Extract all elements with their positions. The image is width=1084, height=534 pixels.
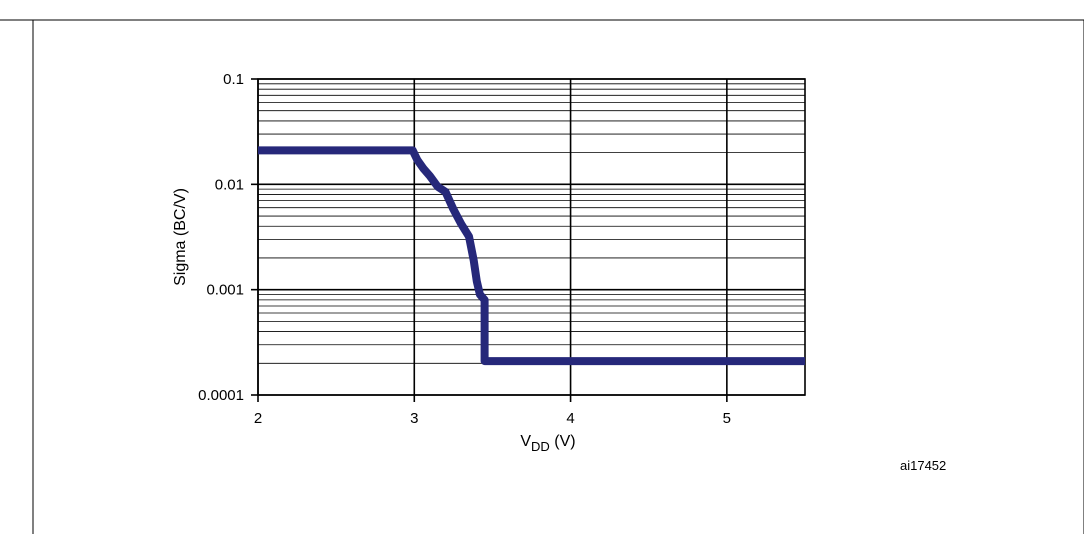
x-tick-label: 2 (254, 410, 262, 427)
plot-border (257, 78, 806, 396)
x-axis-title: VDD (V) (520, 433, 575, 454)
x-tick-label: 5 (723, 410, 731, 427)
series-layer (258, 146, 805, 366)
x-axis-title-main: V (520, 433, 531, 450)
x-axis-title-unit: (V) (550, 433, 576, 450)
axes (251, 78, 806, 402)
y-axis-title: Sigma (BC/V) (172, 188, 189, 286)
tick-labels: 0.0001 0.001 0.01 0.1 2 3 4 5 (198, 71, 731, 427)
sigma-series-line (258, 146, 805, 366)
y-tick-label: 0.001 (206, 282, 244, 299)
x-axis-title-subscript: DD (531, 439, 550, 454)
y-tick-label: 0.01 (215, 176, 244, 193)
figure-reference-label: ai17452 (900, 458, 946, 473)
grid (257, 78, 805, 396)
figure-frame (32, 19, 1084, 534)
x-tick-label: 3 (410, 410, 418, 427)
y-tick-label: 0.1 (223, 71, 244, 88)
x-tick-label: 4 (566, 410, 574, 427)
y-tick-label: 0.0001 (198, 387, 244, 404)
